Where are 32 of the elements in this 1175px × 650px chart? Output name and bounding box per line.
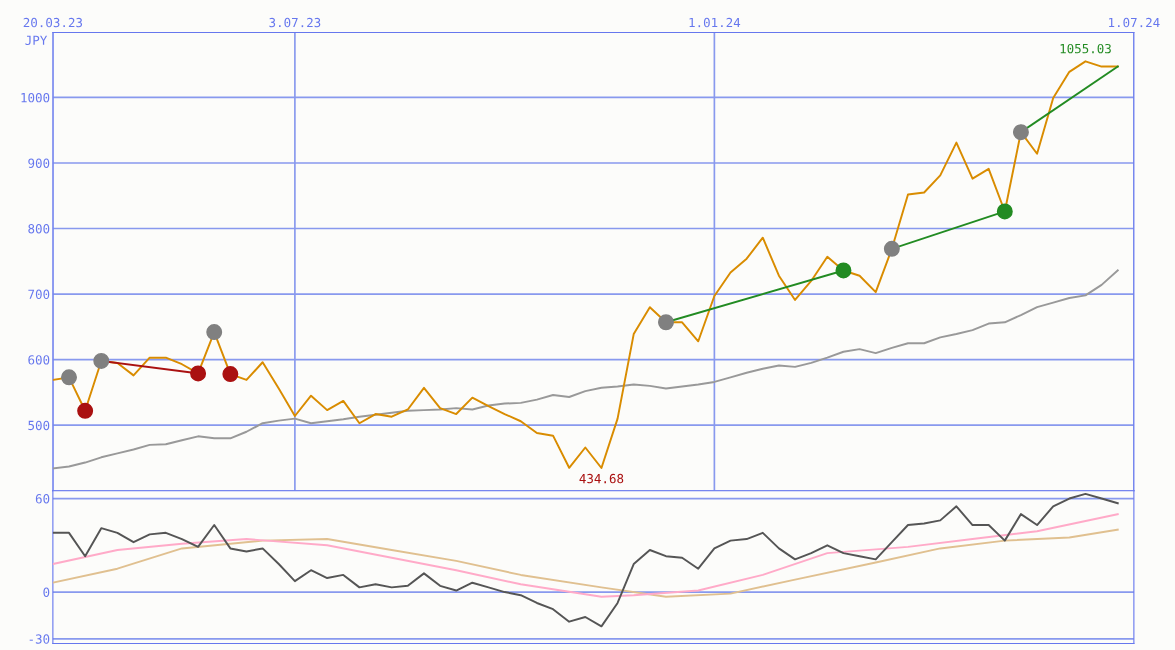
point xyxy=(835,262,852,279)
x-tick-label: 20.03.23 xyxy=(23,17,83,28)
y-tick-label: 600 xyxy=(28,355,50,365)
point xyxy=(77,402,94,419)
line-series xyxy=(52,513,1119,598)
point xyxy=(206,324,223,341)
point xyxy=(883,240,900,257)
y-tick-label: 900 xyxy=(28,158,50,168)
y-axis-title: JPY xyxy=(25,35,48,46)
line-series xyxy=(52,60,1119,469)
line-series xyxy=(52,528,1119,598)
line-series xyxy=(52,492,1119,628)
y-tick-label: 60 xyxy=(35,494,50,504)
point xyxy=(658,314,674,331)
y-tick-label: 800 xyxy=(28,224,50,234)
y-tick-label: 0 xyxy=(43,587,50,598)
point xyxy=(61,369,77,386)
line-series xyxy=(52,269,1119,470)
x-tick-label: 1.07.24 xyxy=(1109,17,1160,28)
y-tick-label: 500 xyxy=(28,420,50,431)
y-tick-label: 700 xyxy=(28,289,50,300)
point xyxy=(222,366,239,383)
x-tick-label: 1.01.24 xyxy=(689,17,741,28)
annotation: 434.68 xyxy=(579,473,624,484)
point xyxy=(1012,124,1029,141)
point xyxy=(93,352,110,369)
y-tick-label: 1000 xyxy=(21,92,50,103)
point xyxy=(996,203,1013,220)
annotation: 1055.03 xyxy=(1060,43,1111,54)
point xyxy=(190,365,207,382)
y-tick-label: -30 xyxy=(29,634,50,644)
x-tick-label: 3.07.23 xyxy=(269,17,321,28)
